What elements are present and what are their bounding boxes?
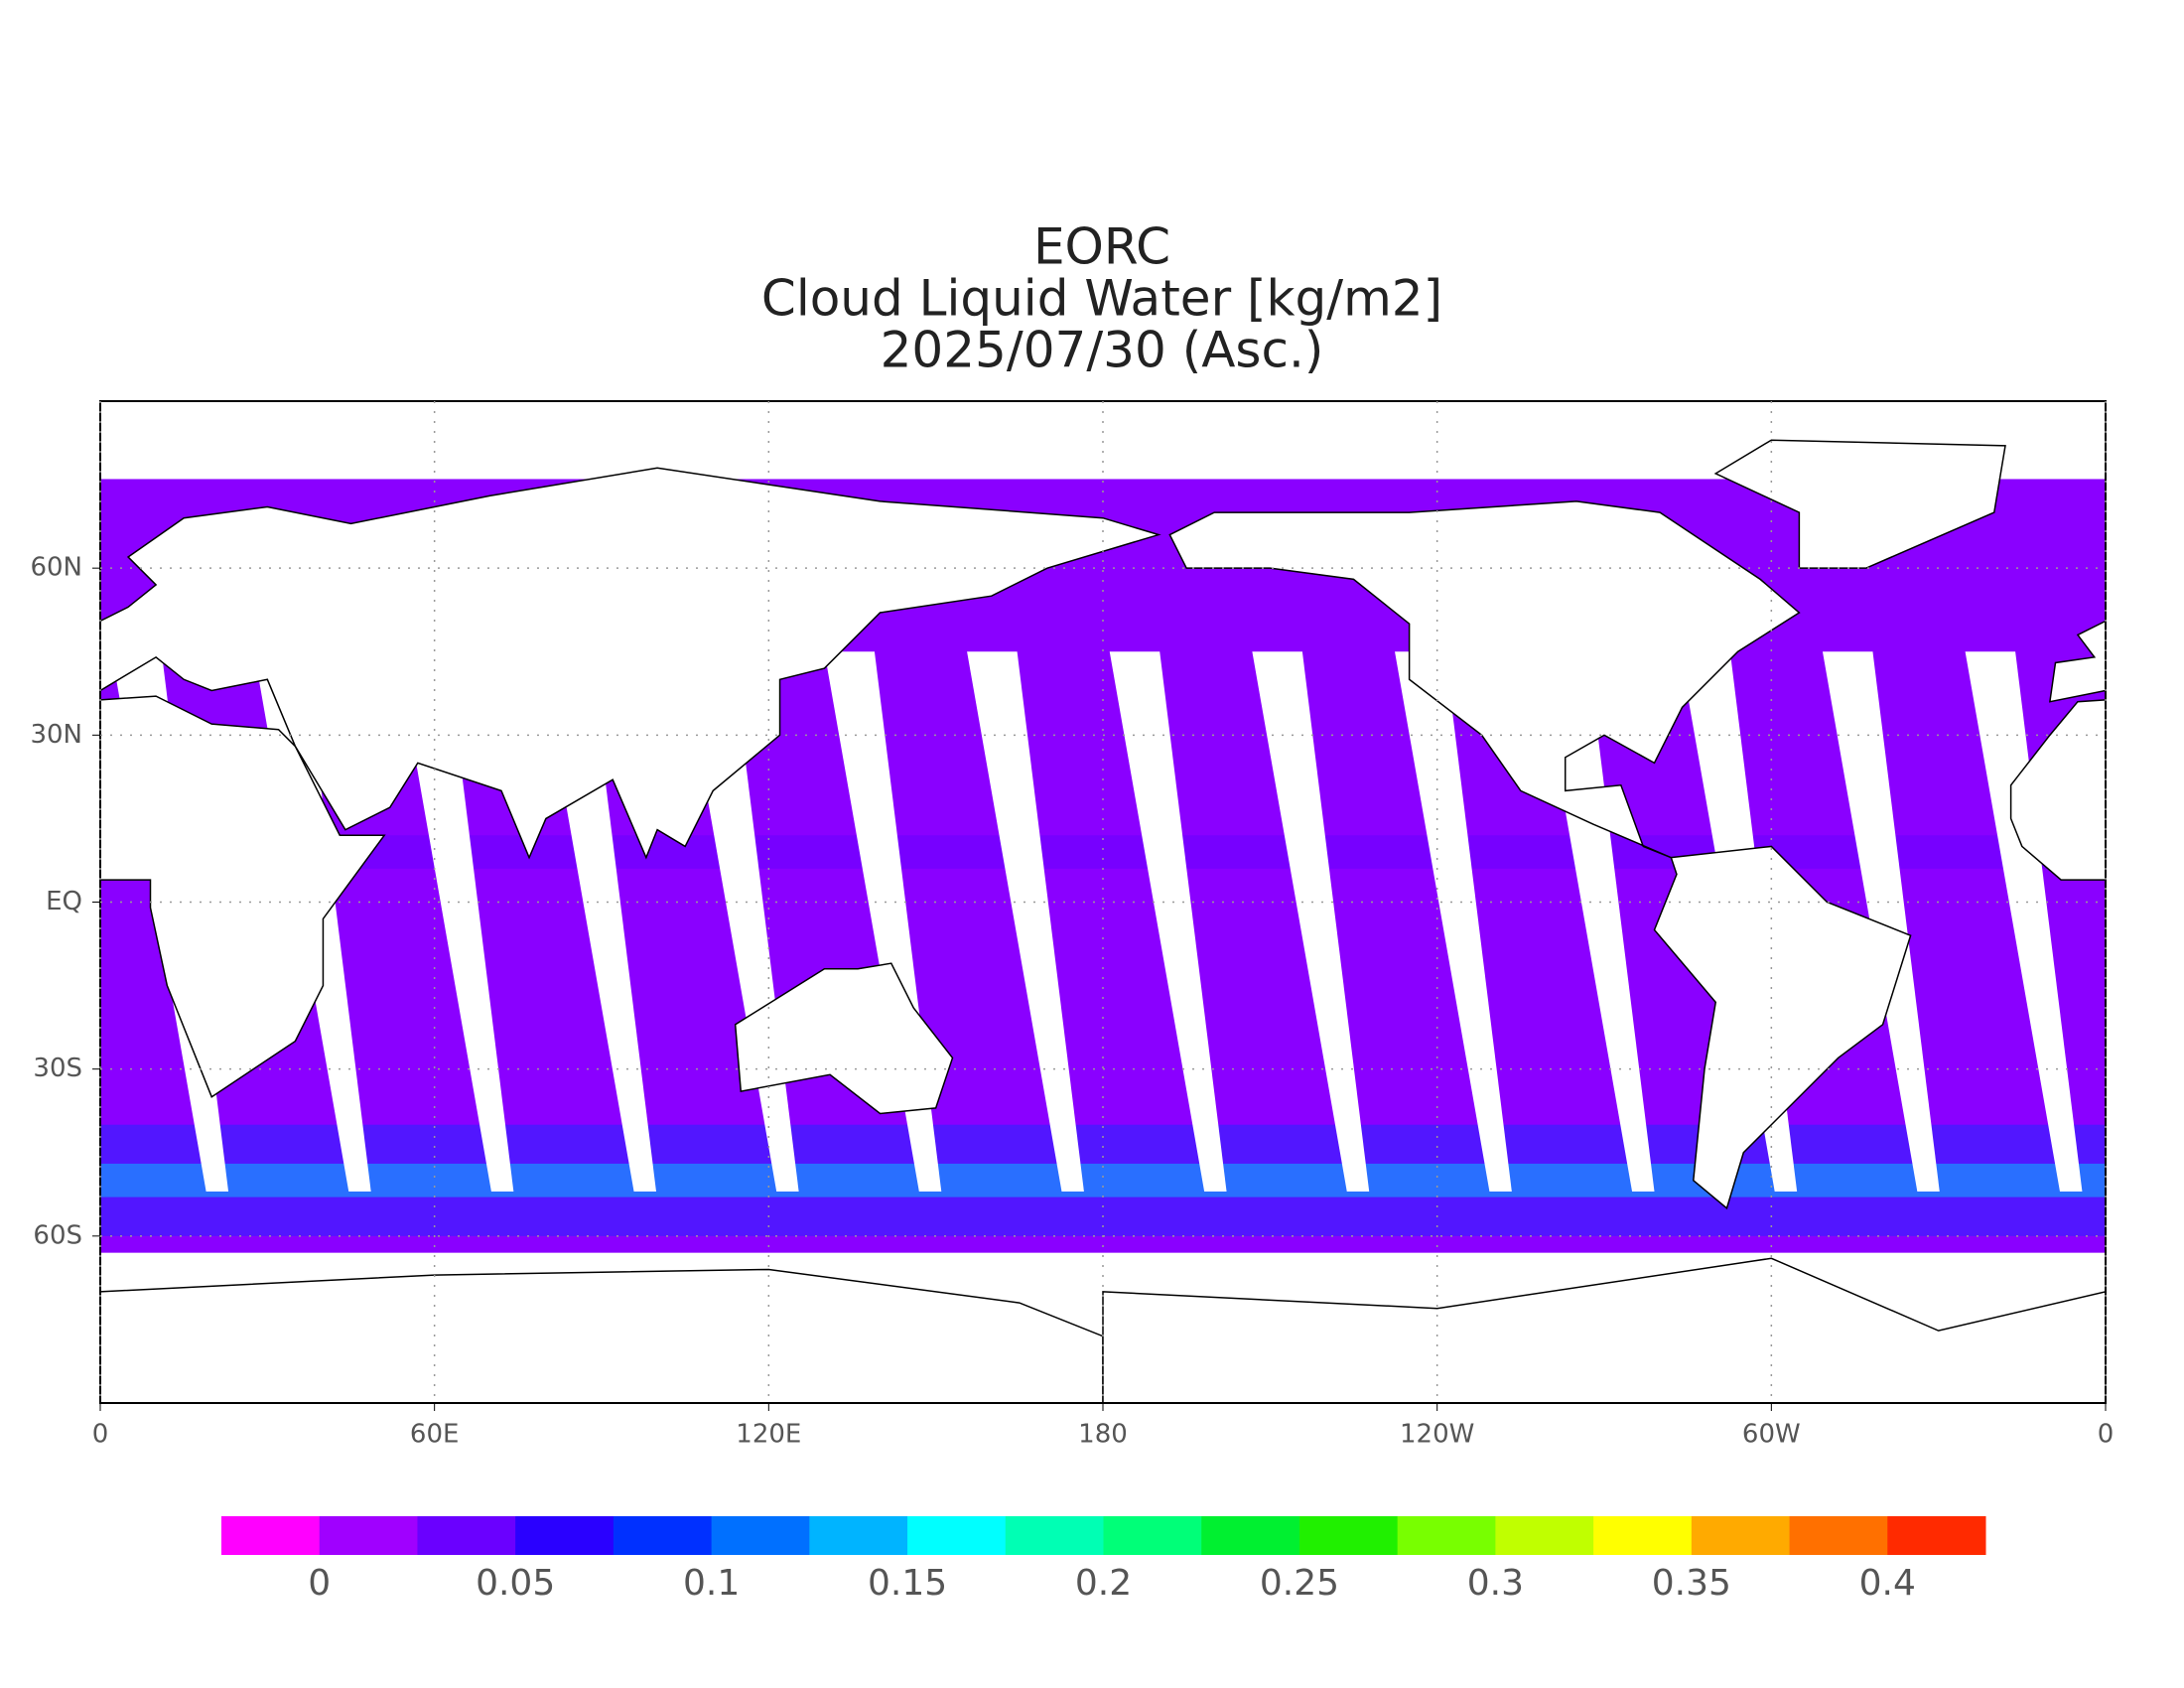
land <box>2048 620 2106 703</box>
colorbar-box <box>1789 1516 1888 1555</box>
lon-tick-label: 120E <box>736 1420 801 1450</box>
colorbar-label: 0.35 <box>1652 1563 1731 1604</box>
lon-tick-label: 60E <box>410 1420 460 1450</box>
colorbar-label: 0.2 <box>1075 1563 1132 1604</box>
colorbar-label: 0.1 <box>683 1563 740 1604</box>
colorbar-box <box>1298 1516 1399 1555</box>
colorbar-label: 0.4 <box>1859 1563 1916 1604</box>
lat-tick-label: 60S <box>33 1220 82 1250</box>
lat-tick-label: 30S <box>33 1054 82 1083</box>
colorbar-label: 0 <box>308 1563 331 1604</box>
swath-gap <box>1822 651 1940 1192</box>
colorbar-box <box>221 1516 321 1555</box>
colorbar-box <box>711 1516 810 1555</box>
swath-gap <box>967 651 1084 1192</box>
swath-gap <box>1965 651 2083 1192</box>
title-line: Cloud Liquid Water [kg/m2] <box>761 270 1442 328</box>
colorbar-box <box>1103 1516 1202 1555</box>
colorbar-box <box>515 1516 614 1555</box>
colorbar-box <box>1201 1516 1300 1555</box>
colorbar-box <box>1495 1516 1594 1555</box>
swath-gap <box>1395 651 1512 1192</box>
colorbar-box <box>1887 1516 1986 1555</box>
land <box>1653 845 1912 1210</box>
colorbar-box <box>613 1516 713 1555</box>
data-field-band <box>100 835 2106 869</box>
colorbar-label: 0.25 <box>1260 1563 1339 1604</box>
swath-gap <box>2108 651 2184 1192</box>
colorbar-box <box>809 1516 908 1555</box>
lon-tick-label: 180 <box>1078 1420 1128 1450</box>
swath-gap <box>1252 651 1370 1192</box>
colorbar: 0 0.05 0.1 0.15 0.2 0.25 0.3 0.35 0.4 <box>221 1516 1986 1604</box>
colorbar-label: 0.05 <box>476 1563 555 1604</box>
lon-tick-label: 60W <box>1742 1420 1801 1450</box>
colorbar-label: 0.15 <box>868 1563 947 1604</box>
title-line: 2025/07/30 (Asc.) <box>881 322 1324 379</box>
colorbar-box <box>1397 1516 1496 1555</box>
swath-gap <box>396 651 514 1192</box>
lat-tick-label: 30N <box>30 720 82 750</box>
land <box>100 467 1161 860</box>
colorbar-box <box>417 1516 516 1555</box>
colorbar-box <box>319 1516 418 1555</box>
land <box>734 962 954 1115</box>
lon-tick-label: 0 <box>2098 1420 2115 1450</box>
colorbar-label: 0.3 <box>1467 1563 1524 1604</box>
colorbar-box <box>1005 1516 1104 1555</box>
land <box>100 1268 1104 1403</box>
swath-gap <box>1537 651 1655 1192</box>
colorbar-box <box>1593 1516 1693 1555</box>
map-area <box>100 439 2184 1403</box>
axes: 0 60E 120E 180 120W 60W 0 60N 30N EQ 30S 60S <box>30 401 2114 1450</box>
land <box>1713 439 2006 569</box>
title-line: EORC <box>1033 218 1170 276</box>
colorbar-box <box>907 1516 1007 1555</box>
land <box>100 695 386 1098</box>
lon-tick-label: 0 <box>92 1420 109 1450</box>
swath-gap <box>1109 651 1227 1192</box>
colorbar-box <box>1691 1516 1791 1555</box>
land <box>1102 1257 2106 1403</box>
land <box>1168 500 1801 859</box>
data-field-band <box>100 1163 2106 1197</box>
lat-tick-label: 60N <box>30 553 82 583</box>
lon-tick-label: 120W <box>1400 1420 1474 1450</box>
lat-tick-label: EQ <box>46 887 82 916</box>
